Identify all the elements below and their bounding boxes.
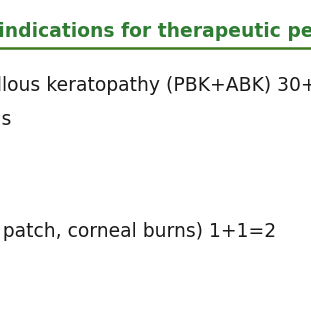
Text: Distribution of indications for therapeutic penetrating keratoplasty: Distribution of indications for therapeu… bbox=[0, 22, 311, 41]
Text: Infectious keratitis: Infectious keratitis bbox=[0, 110, 12, 129]
Text: Pseudophakic bullous keratopathy (PBK+ABK) 30+3=33: Pseudophakic bullous keratopathy (PBK+AB… bbox=[0, 76, 311, 95]
Text: Tectonic (corneal patch, corneal burns) 1+1=2: Tectonic (corneal patch, corneal burns) … bbox=[0, 222, 276, 241]
